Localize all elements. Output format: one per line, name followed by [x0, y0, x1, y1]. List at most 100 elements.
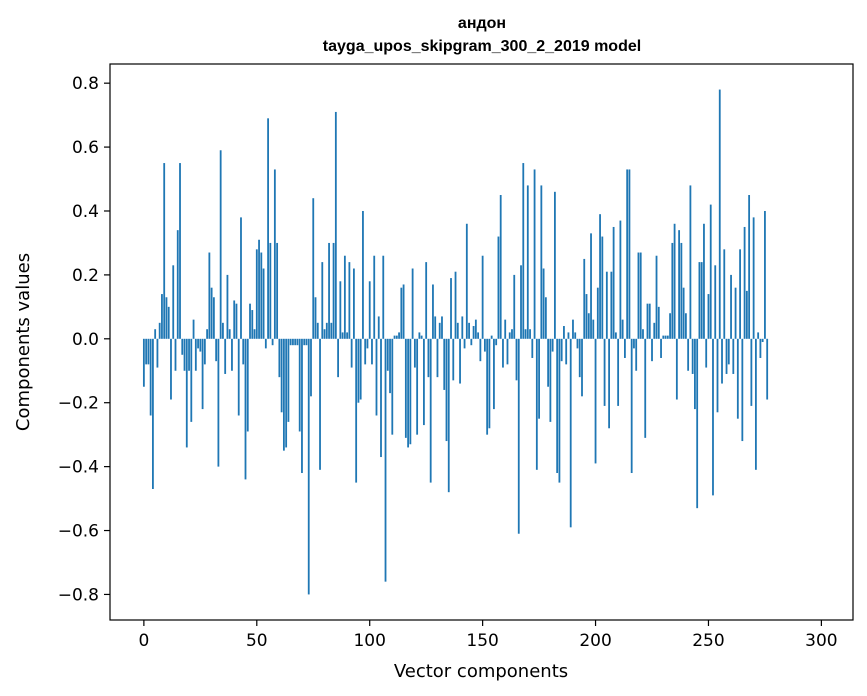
x-tick-label: 300 [805, 631, 837, 651]
bar-89 [343, 255, 346, 339]
bar-146 [472, 326, 475, 339]
bar-253 [714, 265, 717, 339]
y-tick-label: 0.6 [72, 138, 99, 158]
bar-69 [298, 338, 301, 432]
bar-130 [436, 338, 439, 378]
bar-260 [730, 274, 732, 339]
bar-12 [170, 338, 172, 400]
bar-128 [432, 284, 434, 339]
bar-136 [450, 278, 452, 339]
x-tick-label: 100 [353, 631, 385, 651]
bar-267 [745, 290, 748, 339]
bar-210 [617, 338, 620, 406]
bar-123 [420, 335, 423, 339]
bar-158 [499, 195, 502, 339]
bar-78 [319, 338, 321, 470]
bar-170 [526, 185, 529, 339]
bar-139 [456, 322, 459, 339]
bar-36 [224, 338, 227, 374]
bar-14 [174, 338, 177, 371]
bar-4 [152, 338, 154, 489]
bar-185 [560, 338, 563, 362]
bar-120 [413, 338, 416, 368]
bar-249 [705, 338, 708, 368]
bar-61 [280, 338, 283, 413]
bar-180 [549, 338, 552, 422]
bar-38 [228, 329, 231, 339]
bar-8 [161, 294, 163, 339]
bar-134 [445, 338, 448, 442]
bar-269 [750, 338, 753, 406]
bar-225 [651, 338, 653, 362]
bar-160 [504, 319, 507, 339]
bar-247 [700, 262, 703, 339]
bar-92 [350, 338, 353, 368]
bar-276 [766, 338, 769, 400]
plot-frame [109, 63, 854, 621]
bar-37 [226, 274, 229, 339]
bar-56 [269, 242, 272, 339]
bar-148 [477, 332, 480, 339]
bar-155 [493, 338, 495, 410]
bar-16 [179, 163, 181, 339]
bar-264 [739, 249, 741, 339]
bar-124 [423, 338, 425, 426]
bar-84 [332, 242, 335, 339]
bar-6 [156, 338, 159, 368]
bar-142 [463, 338, 466, 349]
bar-236 [675, 338, 678, 400]
bar-208 [612, 226, 615, 339]
bar-21 [190, 338, 193, 422]
bar-82 [328, 242, 330, 339]
bar-198 [590, 233, 592, 339]
bar-96 [359, 338, 362, 400]
bar-27 [203, 338, 206, 365]
bar-5 [154, 329, 157, 339]
bar-81 [325, 322, 328, 339]
bar-45 [244, 338, 247, 480]
bar-271 [754, 338, 757, 470]
bar-31 [212, 297, 215, 339]
bar-196 [585, 294, 588, 339]
bar-57 [271, 338, 274, 346]
bar-243 [691, 338, 694, 374]
bar-series [142, 89, 769, 595]
bar-117 [407, 338, 410, 448]
bar-143 [465, 223, 468, 339]
bar-26 [201, 338, 204, 410]
bar-159 [502, 338, 504, 368]
bar-32 [215, 338, 218, 362]
bar-188 [567, 332, 570, 339]
bar-193 [578, 338, 581, 378]
bar-91 [348, 262, 351, 339]
bar-79 [321, 262, 324, 339]
bar-85 [334, 111, 337, 339]
bar-252 [712, 338, 714, 496]
bar-51 [258, 239, 260, 339]
bar-163 [511, 329, 513, 339]
bar-255 [718, 89, 721, 339]
bar-245 [696, 338, 699, 509]
x-axis-ticks: 0 50 100 150 200 250 300 [138, 620, 838, 651]
bar-63 [285, 338, 288, 448]
bar-129 [434, 316, 437, 339]
bar-25 [199, 338, 202, 352]
bar-228 [657, 306, 660, 339]
bar-151 [483, 338, 486, 352]
bar-80 [323, 329, 326, 339]
bar-1 [145, 338, 148, 365]
chart-subtitle: tayga_upos_skipgram_300_2_2019 model [323, 38, 641, 55]
bar-203 [601, 236, 604, 339]
bar-175 [538, 338, 540, 419]
bar-229 [660, 338, 662, 358]
bar-166 [517, 338, 520, 534]
bar-68 [296, 338, 299, 346]
bar-156 [495, 338, 498, 346]
bar-189 [569, 338, 572, 528]
bar-122 [418, 332, 421, 339]
bar-34 [219, 150, 222, 339]
bar-23 [194, 338, 197, 371]
bar-171 [529, 329, 531, 339]
bar-219 [637, 252, 640, 339]
